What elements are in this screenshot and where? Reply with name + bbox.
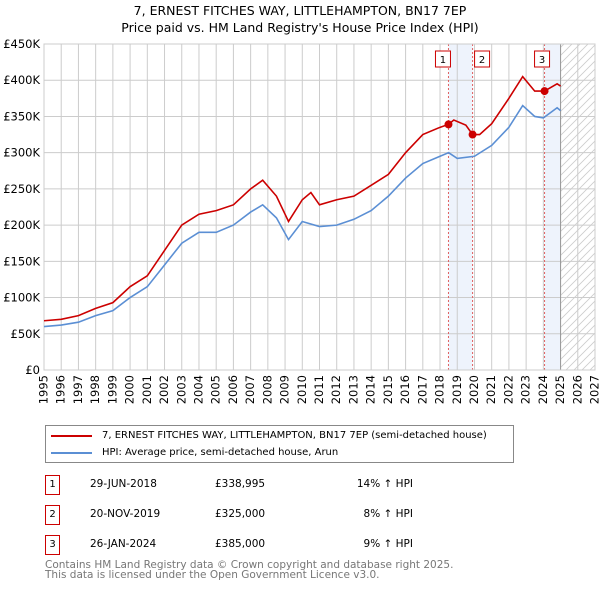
x-tick-label: 1997: [71, 375, 85, 404]
hpi-line: [43, 104, 562, 328]
sale-label-number: 2: [479, 55, 485, 66]
price-chart: 1995 1996 1997 1998 1999 2000 2001 2002 2003 2004…: [3, 37, 600, 404]
subtitle-line: Price paid vs. HM Land Registry's House …: [121, 20, 479, 35]
x-tick-label: 2025: [553, 375, 567, 404]
sale-price: £325,000: [215, 508, 266, 520]
y-tick-label: £350K: [3, 109, 40, 123]
x-tick-label: 2024: [536, 375, 550, 404]
x-tick-label: 2015: [381, 375, 395, 404]
sale-point: [444, 120, 453, 129]
x-tick-label: 2011: [312, 375, 326, 404]
x-tick-label: 2014: [364, 375, 378, 404]
sale-label-number: 3: [539, 55, 545, 66]
y-tick-label: £200K: [3, 218, 40, 232]
footer: Contains HM Land Registry data © Crown c…: [45, 559, 454, 581]
legend-blue-swatch: [51, 451, 92, 454]
x-tick-label: 2008: [260, 375, 274, 404]
x-tick-label: 2004: [191, 375, 205, 404]
sale-label-number: 1: [440, 55, 446, 66]
x-tick-label: 2018: [433, 375, 447, 404]
x-tick-label: 2022: [501, 375, 515, 404]
y-tick-label: £300K: [3, 146, 40, 160]
sale-price: £338,995: [215, 478, 266, 490]
x-tick-label: 2010: [295, 375, 309, 404]
price-paid-line: [43, 75, 561, 322]
sale-date: 26-JAN-2024: [90, 538, 157, 550]
x-tick-label: 1996: [54, 375, 68, 404]
x-tick-label: 1998: [88, 375, 102, 404]
sale-point: [468, 130, 477, 139]
legend-red-label: 7, ERNEST FITCHES WAY, LITTLEHAMPTON, BN…: [102, 430, 487, 441]
sale-span-1-2: [448, 44, 473, 370]
x-tick-label: 2009: [278, 375, 292, 404]
sale-point: [540, 87, 549, 96]
x-tick-label: 1999: [105, 375, 119, 404]
sale-marker-number: 1: [45, 475, 60, 495]
chart-title: 7, ERNEST FITCHES WAY, LITTLEHAMPTON, BN…: [0, 2, 600, 36]
sale-hpi-diff: 14% ↑ HPI: [356, 478, 413, 490]
x-tick-label: 2021: [484, 375, 498, 404]
sale-label-box: [474, 50, 491, 68]
footer-line-1: Contains HM Land Registry data © Crown c…: [45, 559, 454, 571]
x-tick-label: 2002: [157, 375, 171, 404]
sale-date: 29-JUN-2018: [90, 478, 157, 490]
x-tick-label: 2000: [123, 375, 137, 404]
sale-price: £385,000: [215, 538, 266, 550]
footer-line-2: This data is licensed under the Open Gov…: [45, 569, 380, 581]
sale-label-box: [534, 50, 551, 68]
y-tick-label: £450K: [3, 37, 40, 51]
sale-date: 20-NOV-2019: [90, 508, 161, 520]
y-tick-label: £400K: [3, 73, 40, 87]
x-tick-label: 2013: [346, 375, 360, 404]
x-tick-label: 2027: [588, 375, 600, 404]
legend-red-swatch: [51, 434, 92, 437]
x-tick-label: 2007: [243, 375, 257, 404]
y-tick-label: £150K: [3, 254, 40, 268]
sale-marker-number: 3: [45, 535, 60, 555]
legend: 7, ERNEST FITCHES WAY, LITTLEHAMPTON, BN…: [45, 425, 514, 463]
x-tick-label: 2006: [226, 375, 240, 404]
x-tick-label: 2017: [415, 375, 429, 404]
sale-hpi-diff: 8% ↑ HPI: [363, 508, 413, 520]
y-tick-label: £250K: [3, 182, 40, 196]
sale-row: 3 26-JAN-2024 £385,000 9% ↑ HPI: [45, 535, 445, 555]
x-tick-label: 2005: [209, 375, 223, 404]
plot-border: [43, 43, 596, 371]
x-tick-label: 2016: [398, 375, 412, 404]
x-tick-label: 2020: [467, 375, 481, 404]
sale-marker-number: 2: [45, 505, 60, 525]
x-tick-label: 2023: [519, 375, 533, 404]
sale-hpi-diff: 9% ↑ HPI: [363, 538, 413, 550]
sale-label-box: [434, 50, 451, 68]
x-tick-label: 2001: [140, 375, 154, 404]
x-tick-label: 2026: [570, 375, 584, 404]
x-tick-label: 1995: [37, 375, 51, 404]
legend-blue-label: HPI: Average price, semi-detached house,…: [102, 447, 339, 458]
x-tick-label: 2012: [329, 375, 343, 404]
title-line: 7, ERNEST FITCHES WAY, LITTLEHAMPTON, BN…: [133, 3, 467, 18]
sale-span-3: [544, 44, 561, 370]
x-tick-label: 2019: [450, 375, 464, 404]
y-tick-label: £100K: [3, 291, 40, 305]
x-tick-label: 2003: [174, 375, 188, 404]
y-tick-label: £50K: [11, 327, 41, 341]
sale-row: 1 29-JUN-2018 £338,995 14% ↑ HPI: [45, 475, 445, 495]
y-tick-label: £0: [25, 363, 40, 377]
sale-row: 2 20-NOV-2019 £325,000 8% ↑ HPI: [45, 505, 445, 525]
